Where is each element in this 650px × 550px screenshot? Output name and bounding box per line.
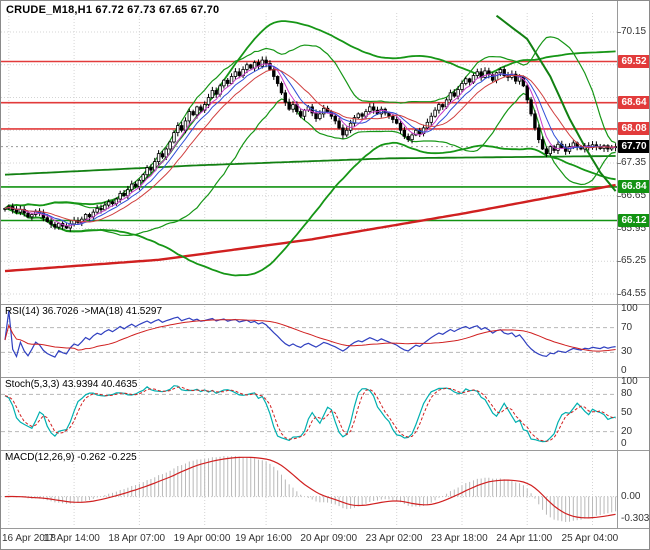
macd-indicator-label: MACD(12,26,9) -0.262 -0.225 (5, 452, 137, 463)
rsi-axis-label: 70 (621, 321, 633, 333)
macd-axis-label: 0.00 (621, 490, 641, 502)
rsi-axis-label: 30 (621, 346, 633, 358)
stoch-panel-canvas[interactable] (1, 377, 650, 450)
time-axis-label: 17 Apr 14:00 (43, 533, 100, 544)
price-level-badge: 69.52 (618, 54, 649, 68)
stoch-indicator-label: Stoch(5,3,3) 43.9394 40.4635 (5, 379, 138, 390)
axis-tick (617, 163, 621, 165)
time-axis-label: 23 Apr 18:00 (430, 533, 488, 544)
stoch-axis-label: 0 (621, 438, 627, 449)
price-grid-label: 67.35 (621, 157, 647, 169)
stoch-axis-label: 20 (621, 425, 633, 437)
time-axis-label: 24 Apr 11:00 (496, 533, 553, 544)
axis-tick (617, 195, 621, 197)
symbol-quote-label: CRUDE_M18,H1 67.72 67.73 67.65 67.70 (6, 4, 220, 16)
stoch-axis-label: 50 (621, 407, 633, 418)
price-grid-label: 65.25 (621, 255, 647, 267)
price-grid-label: 64.55 (621, 287, 647, 299)
panel-separator-rsi[interactable] (1, 304, 649, 305)
rsi-axis-label: 0 (621, 365, 627, 376)
time-axis-label: 16 Apr 2018 (2, 533, 56, 544)
price-level-badge: 67.70 (618, 139, 649, 153)
price-level-badge: 66.12 (618, 213, 649, 227)
axis-tick (617, 32, 621, 34)
price-level-badge: 66.84 (618, 179, 649, 193)
rsi-indicator-label: RSI(14) 36.7026 ->MA(18) 41.5297 (5, 306, 163, 317)
time-axis-label: 19 Apr 00:00 (173, 533, 231, 544)
price-level-badge: 68.64 (618, 95, 649, 109)
time-axis-label: 25 Apr 04:00 (561, 533, 619, 544)
panel-separator-macd[interactable] (1, 450, 649, 451)
price-grid-label: 65.95 (621, 222, 647, 234)
time-axis-label: 23 Apr 02:00 (365, 533, 423, 544)
rsi-axis-label: 100 (621, 303, 638, 314)
axis-tick (617, 261, 621, 263)
stoch-axis-label: 100 (621, 376, 638, 387)
macd-axis-label: -0.303 (621, 513, 650, 525)
panel-separator-stoch[interactable] (1, 377, 649, 378)
axis-tick (617, 228, 621, 230)
macd-panel-canvas[interactable] (1, 450, 650, 528)
price-grid-label: 66.65 (621, 189, 647, 201)
time-axis-label: 19 Apr 16:00 (235, 533, 292, 544)
stoch-axis-label: 80 (621, 388, 633, 400)
axis-tick (617, 293, 621, 295)
time-axis-label: 20 Apr 09:00 (300, 533, 358, 544)
main-chart-canvas[interactable] (1, 1, 650, 304)
price-axis-separator (617, 1, 618, 528)
rsi-panel-canvas[interactable] (1, 304, 650, 377)
price-level-badge: 68.08 (618, 121, 649, 135)
time-axis-label: 18 Apr 07:00 (108, 533, 166, 544)
price-grid-label: 70.15 (621, 26, 647, 38)
time-axis-separator (1, 528, 649, 529)
